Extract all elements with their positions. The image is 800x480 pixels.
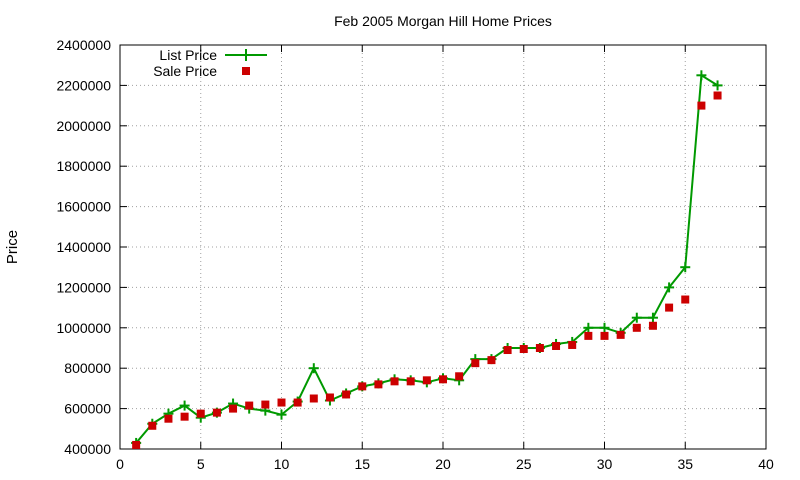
sale-price-point: [245, 401, 254, 410]
sale-price-point: [439, 375, 447, 384]
list-price-point: [599, 322, 610, 333]
sale-price-point: [535, 344, 544, 352]
legend-label-sale-price: Sale Price: [153, 63, 217, 79]
x-tick-label: 0: [116, 456, 124, 472]
sale-price-point: [261, 400, 270, 409]
sale-price-point: [132, 440, 141, 449]
list-price-point: [583, 322, 594, 333]
list-price-point: [179, 400, 190, 411]
sale-price-point: [584, 331, 593, 340]
y-tick-label: 400000: [64, 441, 111, 457]
series-marks: [131, 70, 723, 449]
sale-price-point: [325, 393, 334, 402]
sale-price-point: [342, 390, 351, 399]
legend-marker-sale-price: [242, 67, 250, 75]
sale-price-point: [229, 404, 238, 413]
y-axis-tick-labels: 400000 600000 800000 1000000 1200000 1400000 1…: [56, 37, 111, 457]
sale-price-point: [277, 398, 286, 407]
sale-price-point: [148, 421, 157, 430]
axis-ticks: [119, 44, 767, 450]
sale-price-point: [681, 295, 690, 304]
sale-price-point: [471, 359, 480, 368]
sale-price-point: [487, 356, 496, 365]
sale-price-point: [648, 321, 657, 330]
x-tick-label: 15: [354, 456, 370, 472]
sale-price-point: [455, 372, 464, 381]
x-tick-label: 25: [516, 456, 532, 472]
sale-price-point: [406, 377, 415, 386]
sale-price-point: [616, 330, 625, 339]
list-price-point: [631, 312, 642, 323]
sale-price-point: [309, 394, 318, 403]
y-axis-title: Price: [4, 230, 21, 264]
y-tick-label: 1800000: [56, 158, 111, 174]
chart-title: Feb 2005 Morgan Hill Home Prices: [334, 13, 552, 29]
sale-price-point: [180, 412, 189, 421]
x-tick-label: 20: [435, 456, 451, 472]
x-tick-label: 30: [597, 456, 613, 472]
sale-price-point: [196, 409, 205, 418]
list-price-point: [664, 282, 675, 293]
x-tick-label: 10: [274, 456, 290, 472]
sale-price-point: [374, 380, 383, 389]
y-tick-label: 1000000: [56, 320, 111, 336]
sale-price-point: [212, 408, 221, 417]
x-tick-label: 40: [758, 456, 774, 472]
sale-price-point: [632, 323, 641, 332]
sale-price-point: [697, 101, 706, 110]
sale-price-point: [164, 414, 173, 423]
sale-price-point: [665, 303, 674, 312]
x-tick-label: 5: [197, 456, 205, 472]
x-axis-tick-labels: 0 5 10 15 20 25 30 35 40: [116, 456, 774, 472]
y-tick-label: 1200000: [56, 279, 111, 295]
sale-price-point: [293, 398, 302, 407]
sale-price-point: [503, 346, 512, 355]
y-tick-label: 2200000: [56, 77, 111, 93]
y-tick-label: 2000000: [56, 118, 111, 134]
sale-price-point: [519, 345, 528, 354]
y-tick-label: 1400000: [56, 239, 111, 255]
list-price-point: [308, 363, 319, 374]
y-tick-label: 600000: [64, 401, 111, 417]
legend: List Price Sale Price: [153, 47, 267, 79]
legend-label-list-price: List Price: [159, 47, 217, 63]
sale-price-point: [390, 377, 399, 386]
sale-price-point: [422, 376, 431, 385]
sale-price-point: [713, 91, 722, 100]
y-tick-label: 1600000: [56, 199, 111, 215]
list-price-point: [712, 80, 723, 91]
list-price-point: [680, 262, 691, 273]
list-price-point: [276, 409, 287, 420]
y-tick-label: 800000: [64, 360, 111, 376]
y-tick-label: 2400000: [56, 37, 111, 53]
list-price-point: [696, 70, 707, 81]
sale-price-point: [568, 340, 577, 349]
legend-marker-list-price: [240, 49, 252, 61]
sale-price-point: [358, 382, 367, 391]
x-tick-label: 35: [677, 456, 693, 472]
sale-price-point: [600, 331, 609, 340]
sale-price-point: [552, 341, 561, 350]
list-price-point: [647, 312, 658, 323]
